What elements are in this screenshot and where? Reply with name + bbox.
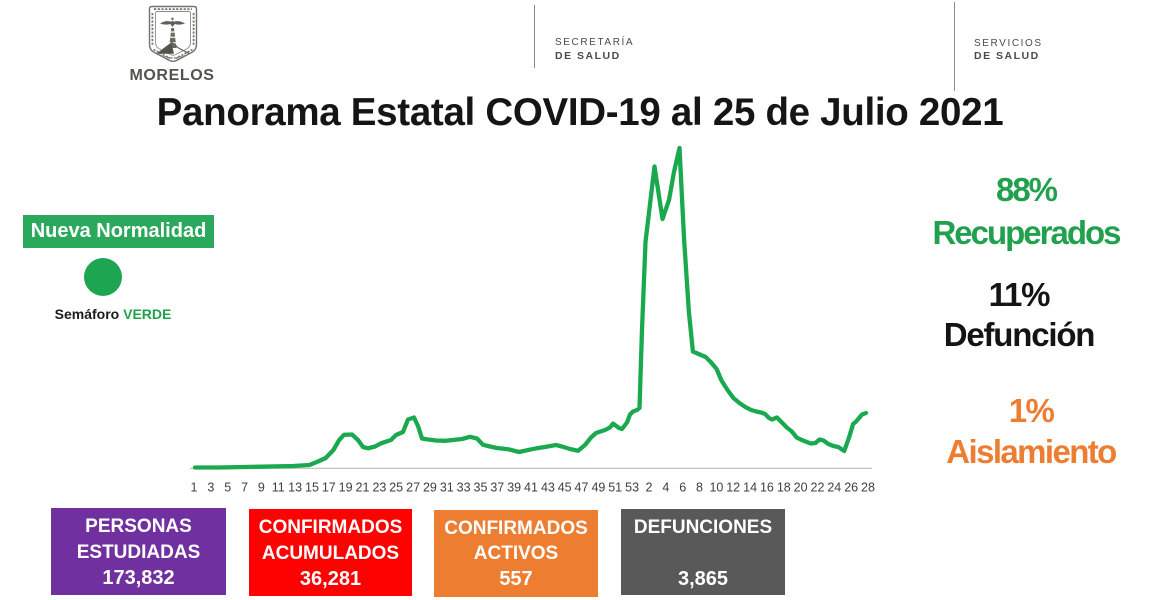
svg-text:16: 16 [760,481,774,495]
svg-text:11: 11 [272,481,285,495]
svg-text:23: 23 [372,481,386,495]
svg-text:25: 25 [389,481,403,495]
svg-text:31: 31 [440,481,454,495]
svg-text:41: 41 [524,481,538,495]
svg-text:27: 27 [406,481,420,495]
svg-text:8: 8 [696,481,703,495]
svg-text:51: 51 [608,481,622,495]
svg-text:2: 2 [646,481,653,495]
svg-text:13: 13 [288,481,302,495]
svg-text:3: 3 [207,481,214,495]
svg-text:9: 9 [258,481,265,495]
svg-text:24: 24 [827,481,841,495]
svg-text:1: 1 [191,481,198,495]
svg-text:35: 35 [474,481,488,495]
svg-text:7: 7 [241,481,248,495]
svg-text:20: 20 [794,481,808,495]
svg-text:45: 45 [558,481,572,495]
svg-text:28: 28 [861,481,875,495]
svg-text:39: 39 [507,481,521,495]
svg-text:53: 53 [625,481,639,495]
svg-text:14: 14 [743,481,757,495]
svg-text:49: 49 [591,481,605,495]
svg-text:47: 47 [575,481,589,495]
svg-text:22: 22 [811,481,825,495]
svg-text:5: 5 [224,481,231,495]
svg-text:19: 19 [339,481,353,495]
svg-text:37: 37 [490,481,504,495]
svg-text:4: 4 [662,481,669,495]
svg-text:10: 10 [709,481,723,495]
svg-text:15: 15 [305,481,319,495]
svg-text:33: 33 [457,481,471,495]
svg-text:21: 21 [356,481,370,495]
svg-text:29: 29 [423,481,437,495]
svg-text:43: 43 [541,481,555,495]
svg-text:17: 17 [322,481,336,495]
svg-text:6: 6 [679,481,686,495]
svg-text:26: 26 [844,481,858,495]
svg-text:18: 18 [777,481,791,495]
svg-text:12: 12 [726,481,740,495]
